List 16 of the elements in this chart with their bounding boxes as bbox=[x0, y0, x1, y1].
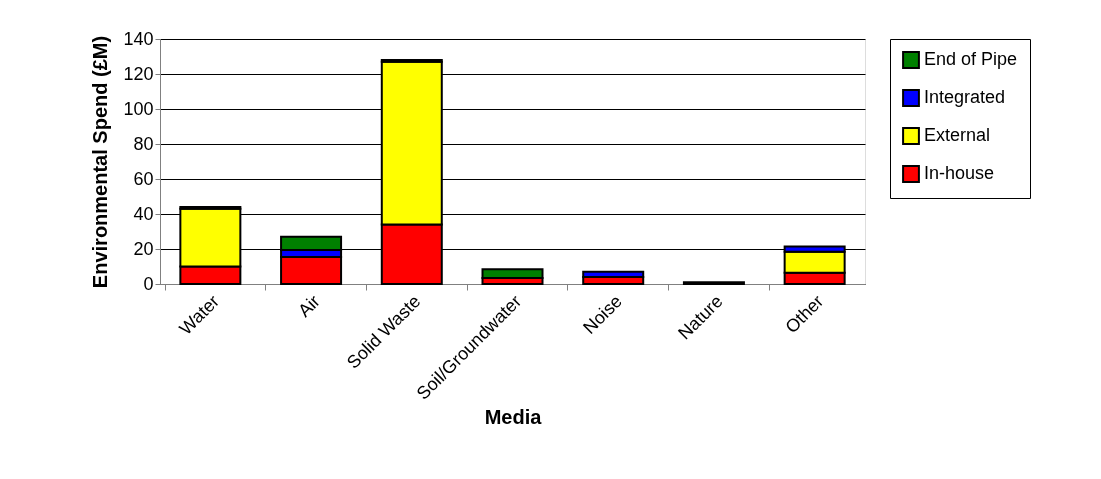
legend-label: In-house bbox=[924, 163, 995, 183]
y-tick-label: 20 bbox=[133, 238, 154, 259]
y-tick-label: 120 bbox=[123, 63, 154, 84]
y-tick-label: 40 bbox=[133, 203, 154, 224]
legend-label: Integrated bbox=[924, 87, 1006, 107]
bar bbox=[280, 255, 343, 285]
legend-label: End of Pipe bbox=[924, 49, 1018, 69]
y-tick-label: 140 bbox=[123, 28, 154, 49]
y-tick-label: 80 bbox=[133, 133, 154, 154]
y-tick-label: 60 bbox=[133, 168, 154, 189]
y-tick-label: 0 bbox=[143, 273, 154, 294]
x-tick-label: Air bbox=[294, 291, 324, 321]
x-axis-title: Media bbox=[484, 405, 543, 428]
legend-label: External bbox=[924, 125, 991, 145]
y-tick-label: 100 bbox=[123, 98, 154, 119]
y-axis-title: Environmental Spend (£M) bbox=[89, 35, 112, 289]
